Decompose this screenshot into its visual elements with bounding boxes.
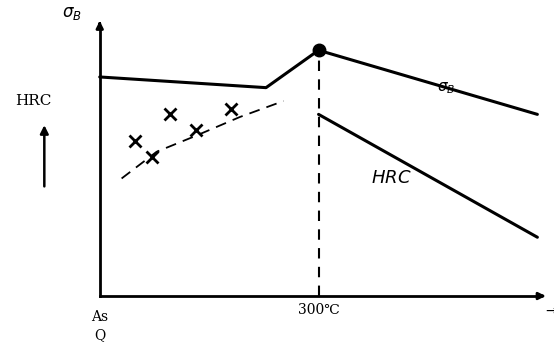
Text: 300℃: 300℃: [297, 304, 340, 317]
Text: HRC: HRC: [15, 94, 52, 108]
Text: $\sigma_B$: $\sigma_B$: [437, 80, 455, 96]
Text: As: As: [91, 310, 108, 325]
Text: Q: Q: [94, 329, 105, 343]
Text: $\rightarrow$T/℃: $\rightarrow$T/℃: [543, 303, 554, 318]
Text: $\sigma_B$: $\sigma_B$: [62, 5, 82, 22]
Text: $HRC$: $HRC$: [371, 169, 412, 187]
